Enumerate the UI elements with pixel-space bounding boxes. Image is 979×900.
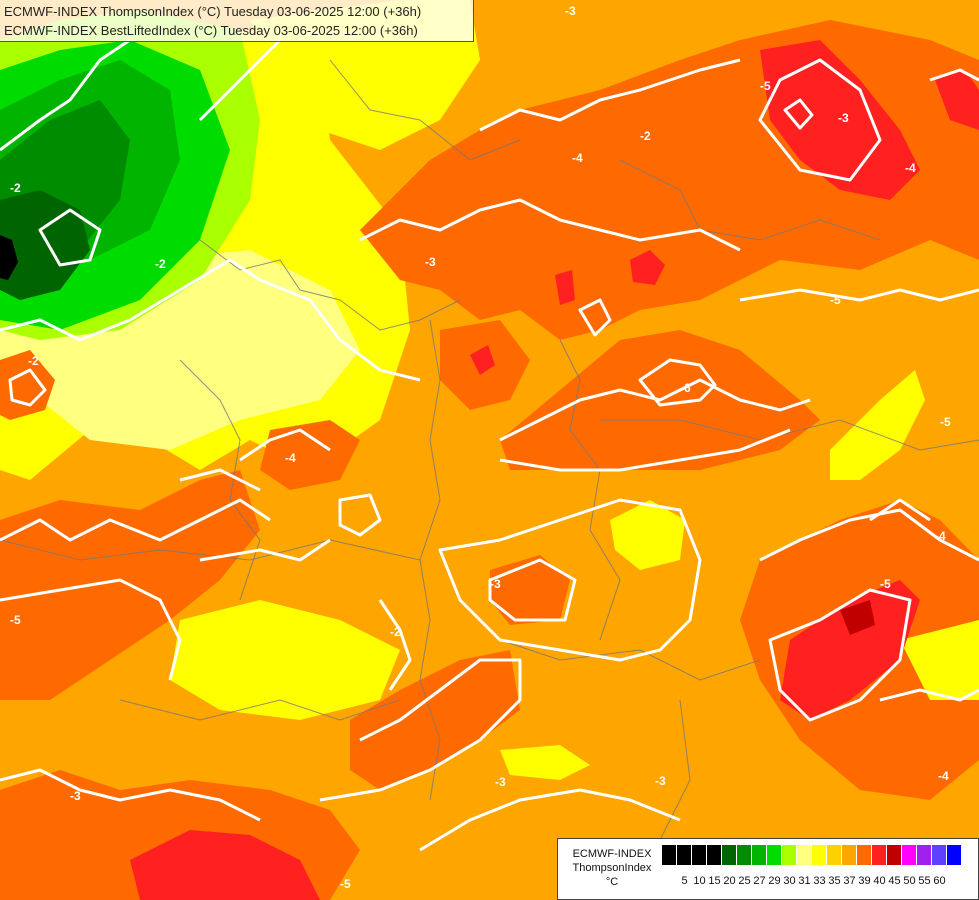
legend-tick-label: 31 (798, 875, 811, 887)
legend-swatch (887, 845, 902, 865)
legend-tick-label: 55 (918, 875, 931, 887)
legend-swatch (857, 845, 872, 865)
legend-tick-label: 40 (873, 875, 886, 887)
contour-label: -4 (935, 529, 946, 543)
legend-swatch (752, 845, 767, 865)
legend-swatch (677, 845, 692, 865)
legend-tick-label: 60 (933, 875, 946, 887)
field-zone-darkorange-west2 (260, 420, 360, 490)
field-zone-red-c1 (630, 250, 665, 285)
contour-labels: -2 -2 -3 -3 -4 -4 -5 -5 -6 -3 -2 -3 -4 -… (10, 4, 951, 891)
contour-label: -3 (838, 111, 849, 125)
legend-tick-label: 5 (681, 875, 688, 887)
contour-label: -6 (680, 381, 691, 395)
legend-swatch (782, 845, 797, 865)
contour-label: -2 (10, 181, 21, 195)
contour-label: -5 (340, 877, 351, 891)
field-zone-yellow-southwest (170, 600, 400, 720)
legend-swatch (737, 845, 752, 865)
contour-label: -4 (285, 451, 296, 465)
legend-swatch (842, 845, 857, 865)
legend-swatch (722, 845, 737, 865)
country-borders (0, 59, 979, 900)
legend-swatch (932, 845, 947, 865)
legend-tick-label: 50 (903, 875, 916, 887)
map-title-box: ECMWF-INDEX ThompsonIndex (°C) Tuesday 0… (0, 0, 474, 42)
contour-label: -4 (572, 151, 583, 165)
field-zone-red-e (780, 580, 920, 720)
field-zone-red-ne (760, 40, 920, 200)
field-zone-red-c3 (555, 270, 575, 305)
contour-label: -2 (155, 257, 166, 271)
legend-colorbar (662, 845, 962, 865)
legend-unit: °C (605, 876, 619, 888)
legend-tick-label: 15 (708, 875, 721, 887)
color-legend: ECMWF-INDEX ThompsonIndex °C 5 10 15 20 25 27… (557, 838, 979, 900)
contour-label: -3 (425, 255, 436, 269)
contour-label: -5 (830, 293, 841, 307)
contour-label: -3 (490, 577, 501, 591)
contour-label: -2 (640, 129, 651, 143)
field-zone-red-ne2 (935, 70, 979, 130)
legend-label: ECMWF-INDEX ThompsonIndex °C (562, 847, 662, 889)
contour-label: -3 (565, 4, 576, 18)
contour-label: -2 (390, 625, 401, 639)
legend-swatch (767, 845, 782, 865)
legend-tick-label: 29 (768, 875, 781, 887)
field-zone-red-c2 (470, 345, 495, 375)
field-zone-red-s (130, 830, 320, 900)
contour-label: -5 (760, 79, 771, 93)
contour-label: -3 (495, 775, 506, 789)
contour-label: -5 (880, 577, 891, 591)
field-zone-yellow-south (500, 745, 590, 780)
legend-tick-label: 39 (858, 875, 871, 887)
contour-label: -3 (655, 774, 666, 788)
contour-label: -4 (938, 769, 949, 783)
legend-swatch (917, 845, 932, 865)
legend-swatch (947, 845, 962, 865)
lifted-index-contours (0, 38, 979, 852)
legend-tick-label: 20 (723, 875, 736, 887)
legend-tick-label: 35 (828, 875, 841, 887)
legend-tick-label: 33 (813, 875, 826, 887)
legend-tick-label: 37 (843, 875, 856, 887)
legend-tick-label: 30 (783, 875, 796, 887)
field-zone-darkorange-left (0, 350, 55, 420)
map-title-lifted: ECMWF-INDEX BestLiftedIndex (°C) Tuesday… (4, 23, 418, 38)
field-zone-yellow-southeast (900, 620, 979, 700)
contour-label: -5 (940, 415, 951, 429)
legend-tick-label: 25 (738, 875, 751, 887)
legend-swatch (797, 845, 812, 865)
legend-swatch (692, 845, 707, 865)
map-title-thompson: ECMWF-INDEX ThompsonIndex (°C) Tuesday 0… (4, 4, 422, 19)
legend-swatch (902, 845, 917, 865)
field-zone-deepgreen (0, 190, 90, 300)
field-zone-yellow-east (830, 370, 925, 480)
contour-label: -3 (70, 789, 81, 803)
legend-swatch (872, 845, 887, 865)
legend-tick-label: 27 (753, 875, 766, 887)
field-zone-black (0, 235, 18, 280)
contour-label: -5 (10, 613, 21, 627)
legend-swatch (662, 845, 677, 865)
legend-tick-label: 10 (693, 875, 706, 887)
field-zone-darkred-e (840, 600, 875, 635)
field-zone-yellow-center (610, 500, 685, 570)
legend-ticks: 5 10 15 20 25 27 29 30 31 33 35 37 39 40 45 50 55 60 (662, 875, 972, 889)
legend-swatch (827, 845, 842, 865)
contour-label: -4 (905, 161, 916, 175)
legend-swatch (707, 845, 722, 865)
contour-label: -2 (28, 354, 39, 368)
legend-tick-label: 45 (888, 875, 901, 887)
legend-variable: ThompsonIndex (572, 862, 652, 874)
legend-title: ECMWF-INDEX (572, 848, 652, 860)
field-zone-darkorange-mid (350, 650, 520, 790)
legend-swatch (812, 845, 827, 865)
